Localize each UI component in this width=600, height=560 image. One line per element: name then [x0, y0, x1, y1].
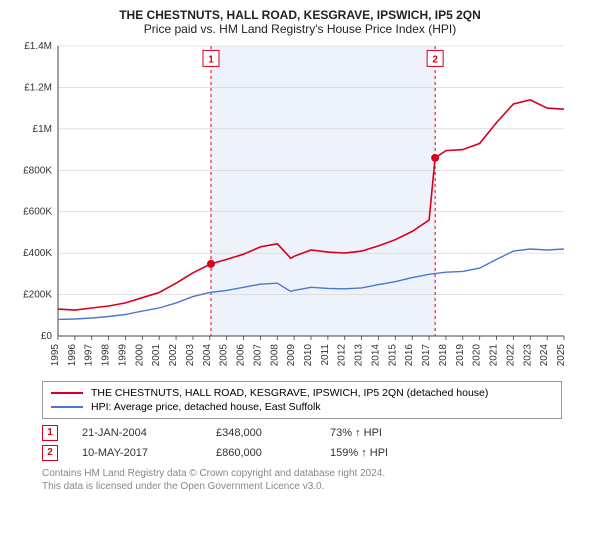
- x-tick-label: 2021: [489, 344, 500, 367]
- legend-row: THE CHESTNUTS, HALL ROAD, KESGRAVE, IPSW…: [51, 386, 553, 400]
- sale-row: 2 10-MAY-2017 £860,000 159% ↑ HPI: [42, 445, 588, 461]
- x-tick-label: 2018: [438, 344, 449, 367]
- x-tick-label: 2001: [151, 344, 162, 367]
- x-tick-label: 2010: [303, 344, 314, 367]
- marker-label: 2: [432, 54, 438, 65]
- x-tick-label: 2005: [219, 344, 230, 367]
- x-tick-label: 2016: [404, 344, 415, 367]
- x-tick-label: 2025: [556, 344, 567, 367]
- x-tick-label: 2013: [354, 344, 365, 367]
- legend-row: HPI: Average price, detached house, East…: [51, 400, 553, 414]
- x-tick-label: 2004: [202, 344, 213, 367]
- sale-marker-icon: 2: [42, 445, 58, 461]
- x-tick-label: 2022: [505, 344, 516, 367]
- x-tick-label: 1998: [101, 344, 112, 367]
- footer-line2: This data is licensed under the Open Gov…: [42, 480, 588, 493]
- x-tick-label: 1999: [117, 344, 128, 367]
- chart-container: THE CHESTNUTS, HALL ROAD, KESGRAVE, IPSW…: [0, 0, 600, 560]
- legend-text: THE CHESTNUTS, HALL ROAD, KESGRAVE, IPSW…: [91, 387, 488, 399]
- y-tick-label: £200K: [23, 290, 52, 301]
- x-tick-label: 1996: [67, 344, 78, 367]
- x-tick-label: 2008: [269, 344, 280, 367]
- sale-date: 21-JAN-2004: [82, 427, 192, 439]
- footer-line1: Contains HM Land Registry data © Crown c…: [42, 467, 588, 480]
- x-tick-label: 2007: [252, 344, 263, 367]
- x-tick-label: 2009: [286, 344, 297, 367]
- x-tick-label: 2015: [387, 344, 398, 367]
- sale-price: £860,000: [216, 447, 306, 459]
- x-tick-label: 2020: [472, 344, 483, 367]
- sale-row: 1 21-JAN-2004 £348,000 73% ↑ HPI: [42, 425, 588, 441]
- footer-attribution: Contains HM Land Registry data © Crown c…: [42, 467, 588, 493]
- sale-price: £348,000: [216, 427, 306, 439]
- sale-pct: 159% ↑ HPI: [330, 447, 420, 459]
- sale-date: 10-MAY-2017: [82, 447, 192, 459]
- marker-label: 1: [208, 54, 214, 65]
- chart-title: THE CHESTNUTS, HALL ROAD, KESGRAVE, IPSW…: [12, 8, 588, 22]
- y-tick-label: £1M: [33, 124, 52, 135]
- x-tick-label: 2012: [337, 344, 348, 367]
- y-tick-label: £600K: [23, 207, 52, 218]
- y-tick-label: £400K: [23, 248, 52, 259]
- legend-text: HPI: Average price, detached house, East…: [91, 401, 321, 413]
- x-tick-label: 2014: [370, 344, 381, 367]
- x-tick-label: 1997: [84, 344, 95, 367]
- sale-pct: 73% ↑ HPI: [330, 427, 420, 439]
- line-chart: £0 £200K £400K £600K £800K £1M £1.2M £1.4M 1995 1…: [12, 40, 572, 370]
- x-tick-label: 2003: [185, 344, 196, 367]
- legend-swatch: [51, 406, 83, 408]
- x-tick-label: 2023: [522, 344, 533, 367]
- y-tick-label: £0: [41, 331, 53, 342]
- y-tick-label: £800K: [23, 165, 52, 176]
- x-tick-label: 2019: [455, 344, 466, 367]
- legend: THE CHESTNUTS, HALL ROAD, KESGRAVE, IPSW…: [42, 381, 562, 419]
- x-tick-label: 1995: [50, 344, 61, 367]
- sale-marker-icon: 1: [42, 425, 58, 441]
- x-tick-label: 2006: [236, 344, 247, 367]
- chart-area: £0 £200K £400K £600K £800K £1M £1.2M £1.4M 1995 1…: [12, 40, 588, 375]
- legend-swatch: [51, 392, 83, 394]
- chart-subtitle: Price paid vs. HM Land Registry's House …: [12, 22, 588, 36]
- x-tick-label: 2017: [421, 344, 432, 367]
- y-tick-label: £1.4M: [24, 41, 52, 52]
- x-tick-label: 2000: [134, 344, 145, 367]
- y-tick-label: £1.2M: [24, 82, 52, 93]
- x-tick-label: 2011: [320, 344, 331, 366]
- sales-table: 1 21-JAN-2004 £348,000 73% ↑ HPI 2 10-MAY-201…: [42, 425, 588, 461]
- x-tick-label: 2024: [539, 344, 550, 367]
- x-tick-label: 2002: [168, 344, 179, 367]
